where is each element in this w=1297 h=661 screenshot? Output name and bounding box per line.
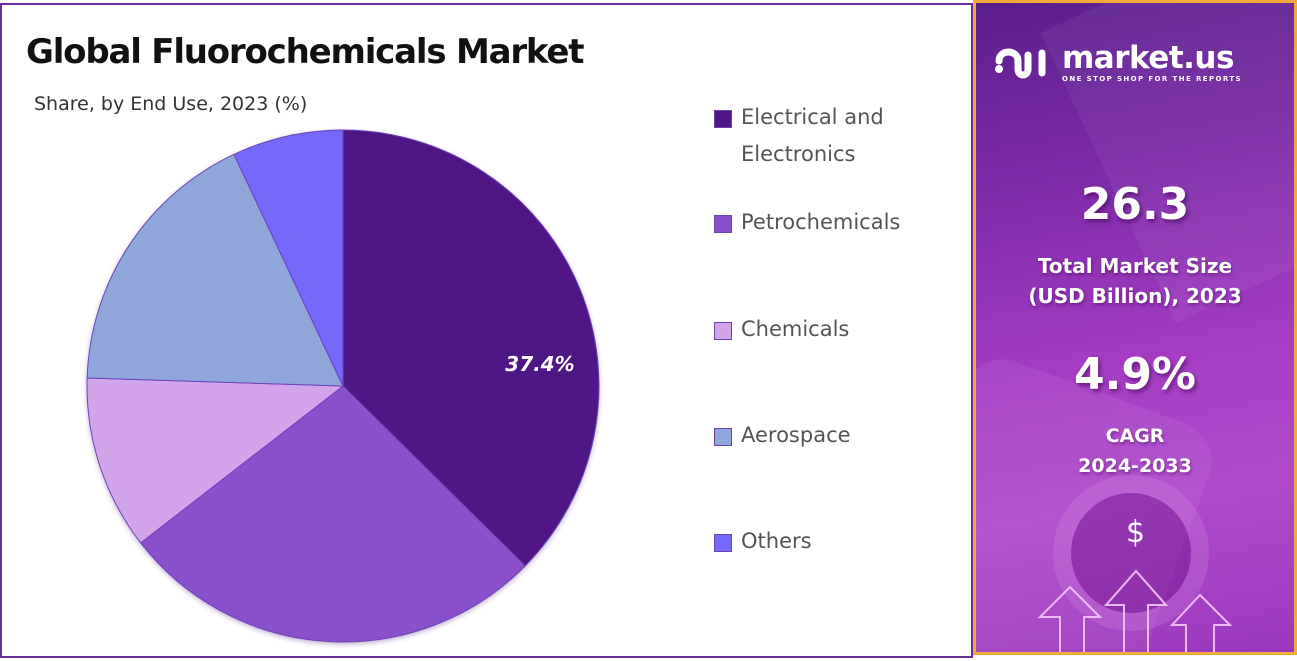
legend-label: Petrochemicals (741, 210, 901, 234)
summary-sidebar: market.us ONE STOP SHOP FOR THE REPORTS … (973, 0, 1297, 655)
pie-chart-svg: 37.4% (86, 129, 600, 643)
legend-item-electrical: Electrical and Electronics (714, 103, 961, 173)
pie-slice-aerospace (86, 153, 344, 387)
slice-label-electrical: 37.4% (505, 352, 574, 376)
logo-tagline: ONE STOP SHOP FOR THE REPORTS (1062, 75, 1242, 83)
legend-item-aerospace: Aerospace (714, 421, 961, 454)
legend-swatch-icon (714, 534, 732, 552)
logo-name: market.us (1062, 40, 1234, 76)
cagr-label-line2: 2024-2033 (1078, 455, 1192, 477)
page-title: Global Fluorochemicals Market (26, 32, 585, 72)
pie-slice-petrochemicals (140, 385, 526, 643)
logo-mark-icon (995, 48, 1046, 79)
chart-panel: Global Fluorochemicals Market Share, by … (0, 3, 973, 658)
legend-swatch-icon (714, 110, 732, 128)
pie-slice-electrical-and-electronics (342, 129, 600, 567)
market-size-label-line2: (USD Billion), 2023 (1028, 284, 1242, 308)
growth-arrows-icon (1037, 569, 1233, 652)
chart-legend: Electrical and Electronics Petrochemical… (714, 5, 969, 656)
market-us-logo: market.us ONE STOP SHOP FOR THE REPORTS (994, 43, 1242, 83)
cagr-value: 4.9% (1073, 349, 1197, 400)
market-size-stat: 26.3 (976, 179, 1294, 230)
coin-circle-graphic (1071, 493, 1191, 613)
legend-swatch-icon (714, 215, 732, 233)
cagr-label-line1: CAGR (1105, 425, 1165, 447)
market-size-value: 26.3 (1080, 179, 1190, 230)
market-size-caption: Total Market Size (USD Billion), 2023 (976, 251, 1294, 311)
pie-chart: 37.4% (2, 5, 702, 660)
cagr-caption: CAGR 2024-2033 (976, 421, 1294, 481)
dollar-icon: $ (1126, 515, 1146, 550)
legend-label: Others (741, 529, 812, 553)
legend-label: Electrical and Electronics (741, 105, 884, 166)
legend-item-others: Others (714, 527, 961, 560)
legend-label: Aerospace (741, 423, 851, 447)
pie-slice-chemicals (86, 377, 345, 544)
legend-label: Chemicals (741, 317, 850, 341)
chart-subtitle: Share, by End Use, 2023 (%) (34, 93, 308, 115)
cagr-stat: 4.9% (976, 349, 1294, 400)
legend-swatch-icon (714, 322, 732, 340)
market-size-label-line1: Total Market Size (1037, 254, 1233, 278)
pie-slice-others (233, 129, 344, 387)
legend-swatch-icon (714, 428, 732, 446)
legend-item-chemicals: Chemicals (714, 315, 961, 348)
pie-slices (86, 129, 600, 643)
legend-item-petrochemicals: Petrochemicals (714, 208, 961, 241)
